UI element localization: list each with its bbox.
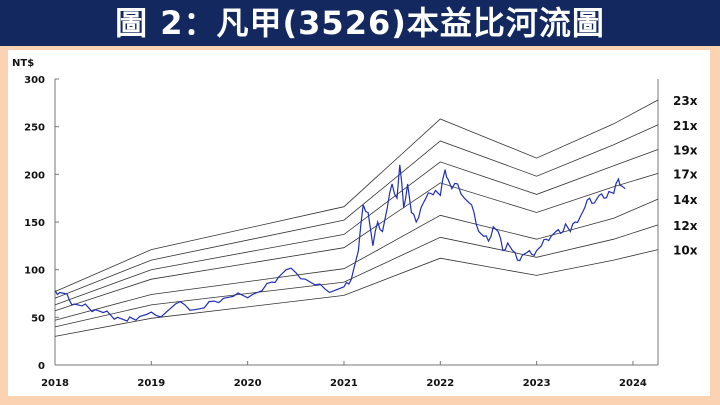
page-title: 圖 2：凡甲(3526)本益比河流圖 [0,0,720,46]
x-tick-label: 2020 [234,378,262,389]
band-label-21x: 21x [673,119,698,133]
x-tick-label: 2023 [523,378,551,389]
y-tick-label: 0 [38,361,45,372]
pe-band-chart: NT$ 0 50 100 150 200 250 300 2018 2019 2020 2021 202… [12,58,698,389]
x-tick-label: 2019 [137,378,165,389]
y-axis-label: NT$ [12,58,34,69]
band-label-23x: 23x [673,94,698,108]
x-tick-label: 2021 [330,378,358,389]
y-tick-label: 100 [24,266,45,277]
y-tick-label: 250 [24,123,45,134]
x-tick-label: 2022 [426,378,454,389]
y-tick-label: 300 [24,75,45,86]
pe-band-line-10x [54,249,659,337]
band-label-19x: 19x [673,144,698,158]
pe-band-line-21x [54,124,659,299]
y-tick-label: 200 [24,170,45,181]
pe-band-line-14x [54,198,659,321]
pe-band-line-12x [54,224,659,328]
pe-band-line-17x [54,173,659,312]
x-tick-label: 2018 [41,378,69,389]
chart-panel: NT$ 0 50 100 150 200 250 300 2018 2019 2020 2021 202… [8,50,710,396]
y-tick-label: 150 [24,218,45,229]
pe-band-line-23x [54,99,659,292]
pe-band-line-19x [54,149,659,306]
band-label-17x: 17x [673,167,698,181]
band-label-10x: 10x [673,244,698,258]
band-label-14x: 14x [673,193,698,207]
x-tick-label: 2024 [619,378,647,389]
band-label-12x: 12x [673,219,698,233]
y-tick-label: 50 [31,313,45,324]
price-line [54,164,626,322]
